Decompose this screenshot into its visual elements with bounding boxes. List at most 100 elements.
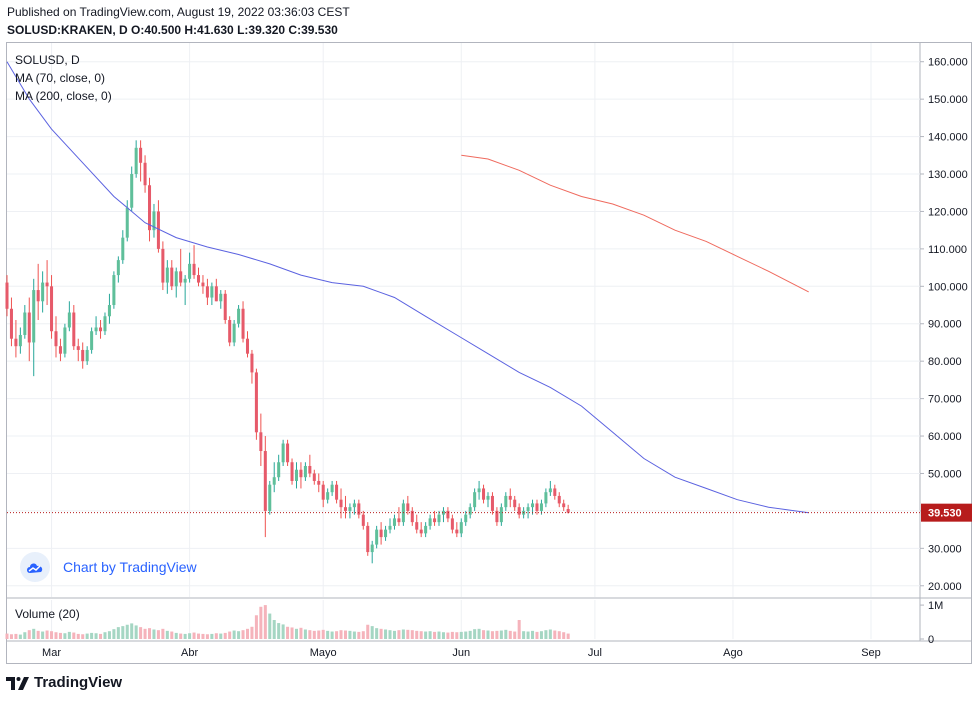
volume-bar xyxy=(63,633,67,639)
candle-body xyxy=(468,507,472,515)
published-info: Published on TradingView.com, August 19,… xyxy=(7,5,350,19)
candle-body xyxy=(455,529,459,534)
candle-body xyxy=(428,518,432,526)
candle-body xyxy=(161,248,165,283)
volume-bar xyxy=(286,626,290,639)
candle-body xyxy=(544,492,548,504)
volume-bar xyxy=(45,630,49,639)
candle-body xyxy=(384,529,388,538)
tradingview-logo[interactable]: TradingView xyxy=(6,674,122,691)
candle-body xyxy=(85,349,89,362)
candle-body xyxy=(94,327,98,332)
volume-bar xyxy=(58,632,62,639)
volume-bar xyxy=(152,629,156,639)
volume-bar xyxy=(450,631,454,639)
price-tick-label: 80.000 xyxy=(928,356,962,368)
volume-bar xyxy=(379,628,383,639)
volume-bar xyxy=(179,633,183,639)
candle-body xyxy=(513,499,517,508)
candle-body xyxy=(321,484,325,500)
volume-bar xyxy=(81,634,85,639)
candle-body xyxy=(388,525,392,530)
volume-bar xyxy=(245,628,250,639)
candle-body xyxy=(370,544,374,553)
candle-body xyxy=(143,162,147,186)
legend-ma70[interactable]: MA (70, close, 0) xyxy=(15,71,106,85)
candle-body xyxy=(424,525,428,534)
volume-bar xyxy=(281,624,285,639)
candle-body xyxy=(36,290,40,302)
price-tick-label: 20.000 xyxy=(928,581,962,593)
candle-body xyxy=(139,147,143,163)
volume-bar xyxy=(339,630,343,639)
candle-body xyxy=(419,529,423,534)
volume-bar xyxy=(139,627,143,639)
candle-body xyxy=(352,503,356,508)
tv-logo-icon xyxy=(6,676,29,690)
candle-body xyxy=(317,480,321,485)
tradingview-watermark[interactable]: Chart by TradingView xyxy=(20,552,197,582)
candle-body xyxy=(294,469,299,481)
candle-body xyxy=(535,503,539,511)
legend-ma200[interactable]: MA (200, close, 0) xyxy=(15,89,112,103)
volume-bar xyxy=(406,629,410,639)
volume-bar xyxy=(437,631,441,639)
candle-body xyxy=(375,529,379,545)
candle-body xyxy=(241,308,245,339)
volume-bar xyxy=(85,633,89,639)
watermark-text: Chart by TradingView xyxy=(63,559,197,575)
volume-bar xyxy=(183,633,187,639)
candle-body xyxy=(508,495,512,500)
volume-bar xyxy=(254,615,258,639)
candle-body xyxy=(348,507,352,511)
volume-bar xyxy=(464,631,468,639)
volume-bar xyxy=(188,633,192,639)
candle-body xyxy=(116,260,120,276)
volume-bar xyxy=(562,632,566,639)
ma70-line xyxy=(6,61,809,514)
volume-tick-label: 1M xyxy=(928,600,943,612)
candle-body xyxy=(473,492,477,508)
volume-bar xyxy=(384,629,388,639)
ohlc-readout: SOLUSD:KRAKEN, D O:40.500 H:41.630 L:39.… xyxy=(7,23,338,37)
candle-body xyxy=(477,488,481,493)
volume-bar xyxy=(5,633,9,639)
volume-bar xyxy=(428,631,432,639)
legend-symbol[interactable]: SOLUSD, D xyxy=(15,53,80,67)
candle-body xyxy=(201,282,205,287)
candle-body xyxy=(392,518,396,526)
candle-body xyxy=(562,503,566,508)
candle-body xyxy=(517,507,521,515)
chart-frame[interactable] xyxy=(6,42,972,664)
last-price-label: 39.530 xyxy=(928,508,962,520)
volume-bar xyxy=(294,628,299,639)
candle-body xyxy=(406,503,410,511)
volume-bar xyxy=(495,630,499,639)
candle-body xyxy=(54,331,58,347)
legend-volume[interactable]: Volume (20) xyxy=(15,607,80,621)
volume-bars xyxy=(5,605,570,639)
ma200-line xyxy=(461,154,809,293)
volume-bar xyxy=(237,631,241,639)
volume-bar xyxy=(361,631,365,639)
price-tick-label: 140.000 xyxy=(928,132,968,144)
volume-bar xyxy=(148,628,152,639)
candle-body xyxy=(228,320,232,343)
candle-body xyxy=(326,492,330,500)
volume-bar xyxy=(504,629,508,639)
volume-bar xyxy=(18,634,22,639)
volume-bar xyxy=(526,631,530,639)
volume-bar xyxy=(259,606,263,639)
time-tick-label: Jul xyxy=(588,647,602,659)
candle-body xyxy=(259,432,263,452)
candle-body xyxy=(437,514,441,523)
last-price-badge xyxy=(921,503,972,522)
candle-body xyxy=(268,484,272,511)
price-tick-label: 160.000 xyxy=(928,57,968,69)
time-tick-label: Abr xyxy=(181,647,198,659)
candle-body xyxy=(299,469,303,478)
candle-body xyxy=(272,477,276,485)
candle-body xyxy=(343,507,347,511)
volume-bar xyxy=(299,627,303,639)
